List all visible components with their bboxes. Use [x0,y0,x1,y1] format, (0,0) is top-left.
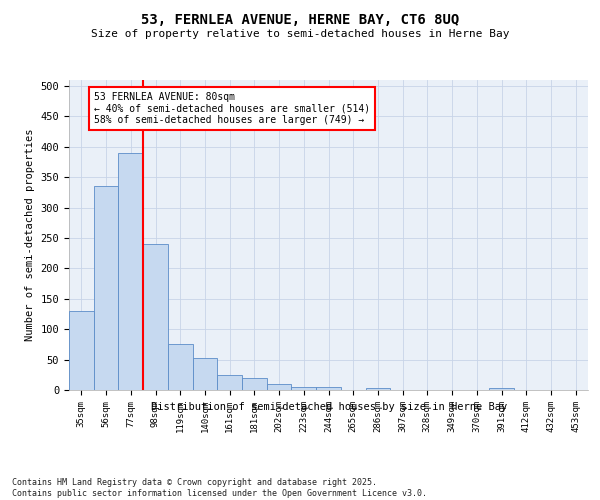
Text: Distribution of semi-detached houses by size in Herne Bay: Distribution of semi-detached houses by … [151,402,507,412]
Bar [365,388,390,390]
Bar [242,378,267,390]
Bar [292,387,316,390]
Bar [316,387,341,390]
Bar [143,244,168,390]
Text: 53, FERNLEA AVENUE, HERNE BAY, CT6 8UQ: 53, FERNLEA AVENUE, HERNE BAY, CT6 8UQ [141,12,459,26]
Text: Contains HM Land Registry data © Crown copyright and database right 2025.
Contai: Contains HM Land Registry data © Crown c… [12,478,427,498]
Text: 53 FERNLEA AVENUE: 80sqm
← 40% of semi-detached houses are smaller (514)
58% of : 53 FERNLEA AVENUE: 80sqm ← 40% of semi-d… [94,92,370,126]
Bar [267,384,292,390]
Bar [94,186,118,390]
Bar [168,344,193,390]
Y-axis label: Number of semi-detached properties: Number of semi-detached properties [25,128,35,341]
Text: Size of property relative to semi-detached houses in Herne Bay: Size of property relative to semi-detach… [91,29,509,39]
Bar [489,388,514,390]
Bar [69,311,94,390]
Bar [118,153,143,390]
Bar [193,358,217,390]
Bar [217,375,242,390]
